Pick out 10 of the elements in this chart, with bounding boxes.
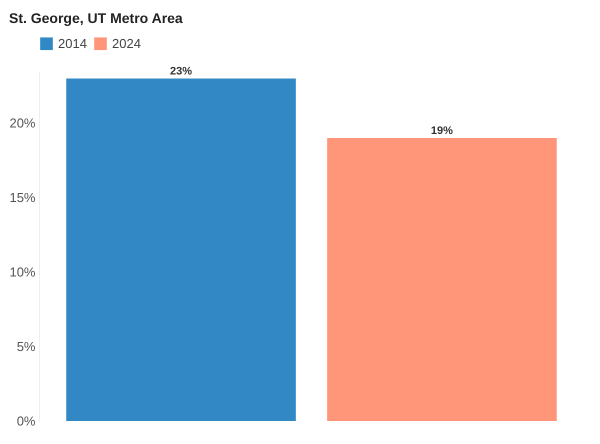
y-tick-label: 0% [16,414,36,428]
y-tick-label: 5% [16,339,36,354]
y-tick-label: 20% [9,116,36,131]
chart-title: St. George, UT Metro Area [8,10,183,26]
data-label: 23% [170,65,192,78]
legend-label: 2014 [58,36,87,51]
legend-label: 2024 [112,36,141,51]
y-tick-label: 10% [9,264,36,280]
data-label: 19% [430,125,454,138]
y-tick-label: 15% [9,190,36,206]
